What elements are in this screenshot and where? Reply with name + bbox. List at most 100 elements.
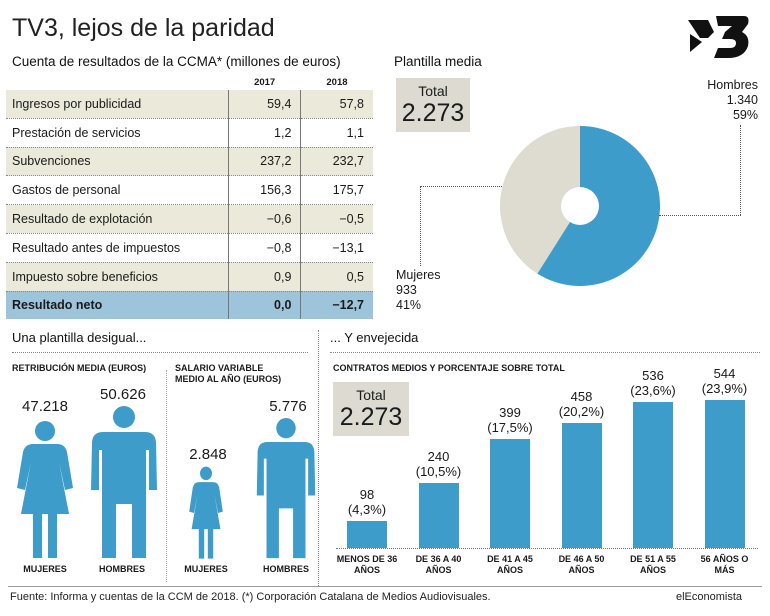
retribucion-heading: RETRIBUCIÓN MEDIA (EUROS)	[12, 363, 147, 373]
cell-2018: −0,5	[300, 204, 373, 234]
category-line: DE 51 A 55	[630, 554, 676, 564]
envejecida-heading: ... Y envejecida	[330, 330, 419, 345]
vertical-divider	[166, 370, 167, 582]
bar-value-label: 240 (10,5%)	[401, 449, 477, 479]
salario-hombres-value: 5.776	[269, 398, 307, 415]
category-line: DE 36 A 40	[415, 554, 462, 564]
page-title: TV3, lejos de la paridad	[12, 14, 275, 42]
bar-value-label: 544 (23,9%)	[687, 366, 763, 396]
hombres-leader-line	[659, 215, 741, 216]
bar-value-label: 399 (17,5%)	[472, 405, 548, 435]
brand-name: elEconomista	[676, 591, 743, 603]
mujeres-leader-line	[420, 186, 421, 266]
row-label: Impuesto sobre beneficios	[6, 262, 229, 292]
total-value: 2.273	[401, 99, 465, 127]
hombres-label: HOMBRES	[262, 564, 309, 574]
table-row: Resultado de explotación −0,6 −0,5	[6, 204, 373, 234]
mujeres-legend: Mujeres 933 41%	[396, 268, 440, 313]
cell-2017: 156,3	[227, 175, 301, 206]
man-icon	[91, 406, 157, 558]
plantilla-total-box: Total 2.273	[396, 78, 470, 132]
bar-percent: (17,5%)	[487, 420, 533, 436]
cell-2018: 232,7	[300, 147, 373, 177]
plantilla-heading: Plantilla media	[394, 54, 482, 69]
cell-2018: 57,8	[300, 90, 373, 119]
section-divider	[12, 352, 308, 353]
bar-value-label: 536 (23,6%)	[615, 368, 691, 398]
category-line: AÑOS	[496, 564, 523, 575]
bar-category-label: DE 51 A 55 AÑOS	[613, 554, 693, 575]
category-line: DE 46 A 50	[558, 554, 605, 564]
cell-2017: 59,4	[227, 90, 301, 119]
row-label: Ingresos por publicidad	[6, 90, 229, 119]
donut-chart	[500, 126, 660, 286]
category-line: MENOS DE 36	[336, 554, 398, 564]
bar-value: 240	[427, 448, 450, 464]
source-note: Fuente: Informa y cuentas de la CCM de 2…	[10, 591, 491, 603]
income-statement-table: 2017 2018 Ingresos por publicidad 59,4 5…	[6, 74, 373, 320]
bar	[561, 423, 602, 548]
cell-2017: −0,6	[227, 204, 301, 234]
contratos-heading: CONTRATOS MEDIOS Y PORCENTAJE SOBRE TOTA…	[333, 363, 565, 373]
row-label: Resultado de explotación	[6, 204, 229, 234]
bar-percent: (4,3%)	[347, 502, 387, 518]
pie-slice-mujeres	[500, 126, 580, 274]
row-label: Subvenciones	[6, 147, 229, 177]
bar-value: 544	[713, 366, 736, 381]
mujeres-label: Mujeres	[396, 268, 441, 282]
bar-value: 458	[570, 389, 593, 405]
table-row: Impuesto sobre beneficios 0,9 0,5	[6, 262, 373, 292]
footer-rule	[8, 586, 762, 587]
retribucion-mujeres-value: 47.218	[22, 398, 68, 415]
bar	[633, 402, 673, 548]
bar-chart: 98 (4,3%) MENOS DE 36 AÑOS 240 (10,5%) DE 36 A…	[327, 366, 760, 580]
cell-2017: 1,2	[227, 118, 301, 148]
donut-hole	[561, 187, 599, 225]
woman-icon	[189, 466, 223, 559]
category-line: 56 AÑOS O	[700, 554, 749, 564]
hombres-count: 1.340	[726, 93, 758, 107]
bar-value-label: 458 (20,2%)	[544, 389, 620, 419]
category-line: AÑOS	[568, 564, 595, 575]
cell-2017: 0,9	[227, 262, 301, 292]
hombres-leader-line	[740, 125, 741, 215]
woman-icon	[17, 421, 73, 558]
category-line: DE 41 A 45	[487, 554, 533, 564]
cell-2017: 237,2	[227, 147, 301, 177]
bar-category-label: 56 AÑOS O MÁS	[685, 554, 765, 575]
tv3-logo-icon	[688, 16, 749, 58]
bar	[347, 521, 387, 548]
cell-2018: −12,7	[300, 291, 373, 320]
desigual-heading: Una plantilla desigual...	[12, 330, 147, 345]
vertical-divider	[318, 330, 319, 586]
bar-category-label: MENOS DE 36 AÑOS	[327, 554, 407, 575]
bar-value: 98	[359, 487, 375, 503]
section-divider	[330, 352, 760, 353]
mujeres-pct: 41%	[396, 298, 422, 312]
total-value: 2.273	[339, 403, 403, 431]
bar-value: 399	[499, 405, 521, 421]
cell-2017: 0,0	[227, 291, 301, 320]
category-line: AÑOS	[425, 564, 452, 575]
bar-value-label: 98 (4,3%)	[329, 487, 405, 517]
cell-2018: −13,1	[300, 233, 373, 263]
hombres-pct: 59%	[732, 108, 758, 122]
cell-2018: 175,7	[300, 175, 373, 206]
bar-category-label: DE 36 A 40 AÑOS	[399, 554, 479, 575]
row-label: Prestación de servicios	[6, 118, 229, 148]
bar	[704, 400, 745, 548]
bar-category-label: DE 41 A 45 AÑOS	[470, 554, 550, 575]
salario-heading-line2: MEDIO AL AÑO (EUROS)	[175, 374, 282, 384]
total-label: Total	[356, 387, 386, 403]
bar-baseline	[336, 548, 758, 549]
salario-mujeres-value: 2.848	[189, 446, 227, 463]
category-line: AÑOS	[639, 564, 666, 575]
table-heading: Cuenta de resultados de la CCMA* (millon…	[12, 54, 341, 69]
bar-percent: (20,2%)	[558, 404, 605, 420]
row-label: Resultado antes de impuestos	[6, 233, 229, 263]
table-row: Prestación de servicios 1,2 1,1	[6, 118, 373, 148]
total-label: Total	[418, 83, 448, 99]
retribucion-hombres-value: 50.626	[100, 386, 146, 403]
row-label: Resultado neto	[6, 291, 229, 320]
category-line: MÁS	[714, 564, 735, 575]
